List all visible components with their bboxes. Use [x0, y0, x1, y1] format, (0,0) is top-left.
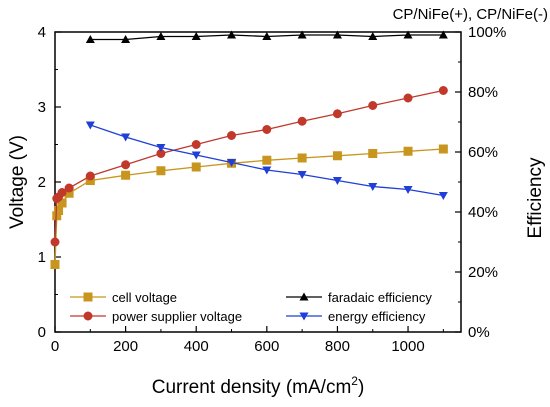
series-1-point — [438, 144, 448, 154]
series-4-point — [85, 121, 95, 130]
y-left-tick-label: 3 — [38, 99, 46, 116]
series-3-point — [262, 32, 272, 40]
y-right-tick-label: 100% — [468, 24, 506, 41]
y-axis-left-label: Voltage (V) — [7, 135, 28, 229]
series-3-point — [85, 35, 95, 43]
series-2-point — [438, 86, 448, 95]
y-axis-right: 0% 20% 40% 60% 80% 100% — [455, 24, 506, 341]
series-1-point — [368, 149, 378, 158]
x-tick-label: 400 — [184, 338, 209, 355]
series-3-point — [368, 32, 378, 40]
series-2-point — [50, 237, 60, 247]
chart-title: CP/NiFe(+), CP/NiFe(-) — [393, 6, 548, 23]
x-tick-label: 0 — [51, 338, 59, 355]
y-right-tick-label: 40% — [468, 204, 498, 221]
series-2-point — [57, 188, 67, 197]
series-4-point — [368, 183, 378, 191]
series-2-point — [191, 140, 201, 149]
series-2-point — [262, 125, 272, 134]
x-axis-label-tail: ) — [358, 377, 364, 398]
legend: cell voltage faradaic efficiency power sup… — [70, 290, 432, 324]
series-1-point — [403, 146, 413, 156]
series-3-point — [403, 30, 413, 39]
x-tick-label: 1000 — [391, 338, 424, 355]
series-2-point — [121, 160, 131, 170]
y-axis-left: 0 1 2 3 4 — [38, 24, 61, 341]
series-3-point — [438, 30, 448, 39]
series-3-point — [297, 30, 307, 39]
series-layer — [50, 30, 448, 269]
series-1-point — [191, 162, 201, 172]
series-4-point — [156, 144, 166, 152]
series-3-point — [156, 32, 166, 40]
y-right-tick-label: 60% — [468, 144, 498, 161]
y-right-tick-label: 20% — [468, 264, 498, 281]
y-left-tick-label: 2 — [38, 174, 46, 191]
series-1-point — [121, 170, 131, 180]
series-4-point — [121, 133, 131, 142]
series-1-point — [262, 155, 272, 165]
series-2-point — [403, 93, 413, 103]
series-2-point — [64, 183, 74, 193]
series-1-point — [50, 260, 60, 269]
series-2-point — [332, 109, 342, 119]
series-3-point — [121, 35, 131, 43]
series-4-point — [297, 171, 307, 179]
legend-marker — [83, 292, 93, 302]
y-left-tick-label: 4 — [38, 24, 46, 41]
series-3-point — [332, 30, 342, 39]
x-axis-label: Current density (mA/cm2) — [152, 374, 365, 398]
y-left-tick-label: 1 — [38, 249, 46, 266]
legend-label: power supplier voltage — [112, 309, 242, 324]
legend-marker — [299, 312, 309, 321]
series-2-point — [368, 101, 378, 110]
legend-label: cell voltage — [112, 290, 177, 305]
x-axis-label-sup: 2 — [351, 374, 358, 388]
series-4-point — [262, 166, 272, 175]
legend-label: faradaic efficiency — [328, 290, 432, 305]
series-1-point — [297, 153, 307, 163]
series-4-point — [332, 177, 342, 185]
y-axis-right-label: Efficiency — [525, 157, 546, 238]
plot-frame — [54, 31, 462, 333]
x-axis-label-main: Current density (mA/cm — [152, 377, 352, 398]
series-2-point — [297, 116, 307, 126]
series-4-point — [191, 151, 201, 160]
y-left-tick-label: 0 — [38, 324, 46, 341]
series-2-point — [85, 171, 95, 181]
series-3-point — [191, 32, 201, 40]
y-right-tick-label: 0% — [468, 324, 490, 341]
legend-label: energy efficiency — [328, 309, 426, 324]
y-right-tick-label: 80% — [468, 84, 498, 101]
x-axis: 0 200 400 600 800 1000 — [51, 326, 444, 355]
series-2-point — [227, 131, 237, 140]
x-tick-label: 600 — [254, 338, 279, 355]
series-4-point — [403, 186, 413, 194]
series-4-point — [227, 159, 237, 167]
legend-marker — [83, 311, 93, 321]
x-tick-label: 800 — [325, 338, 350, 355]
legend-marker — [299, 292, 309, 301]
x-tick-label: 200 — [113, 338, 138, 355]
series-1-point — [156, 166, 166, 176]
series-4-point — [438, 192, 448, 200]
series-3-point — [227, 30, 237, 39]
series-1-point — [332, 151, 342, 161]
